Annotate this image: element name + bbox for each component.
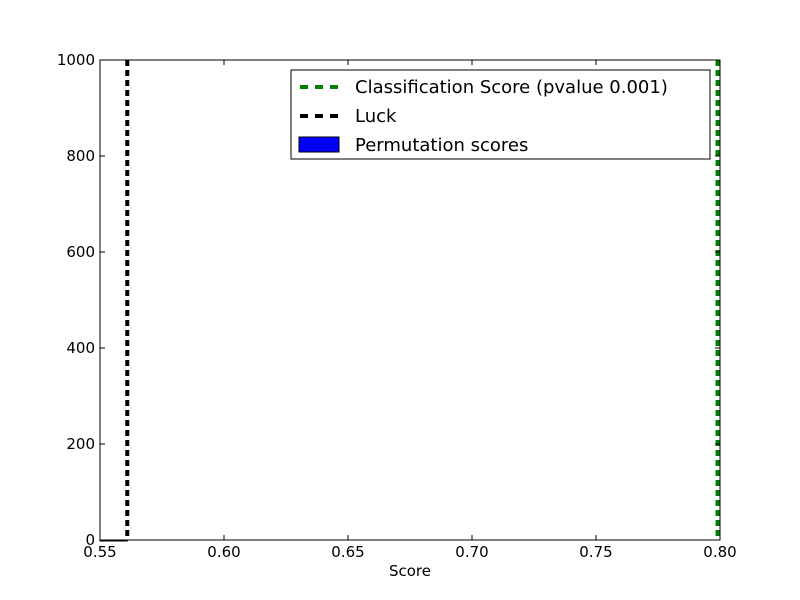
y-tick-label: 400 [66, 339, 95, 357]
y-tick-label: 0 [85, 531, 95, 549]
x-axis-label: Score [389, 562, 431, 580]
legend-label: Permutation scores [355, 135, 528, 156]
legend-label: Luck [355, 106, 397, 127]
legend-box [290, 69, 711, 160]
plot-frame [99, 59, 721, 541]
y-tick-label: 800 [66, 147, 95, 165]
legend-label: Classification Score (pvalue 0.001) [355, 77, 668, 98]
y-tick-label: 1000 [57, 51, 95, 69]
x-tick-label: 0.70 [455, 543, 488, 561]
y-tick-label: 600 [66, 243, 95, 261]
legend-swatch-patch [298, 136, 340, 153]
x-tick-label: 0.60 [207, 543, 240, 561]
y-axis-ticks: 0 200 400 600 800 1000 [57, 51, 720, 549]
x-tick-label: 0.65 [331, 543, 364, 561]
x-axis-ticks: 0.55 0.60 0.65 0.70 0.75 0.80 [83, 60, 737, 561]
x-tick-label: 0.80 [703, 543, 736, 561]
legend: Classification Score (pvalue 0.001) Luck P… [290, 69, 711, 160]
x-tick-label: 0.55 [83, 543, 116, 561]
x-tick-label: 0.75 [579, 543, 612, 561]
y-tick-label: 200 [66, 435, 95, 453]
